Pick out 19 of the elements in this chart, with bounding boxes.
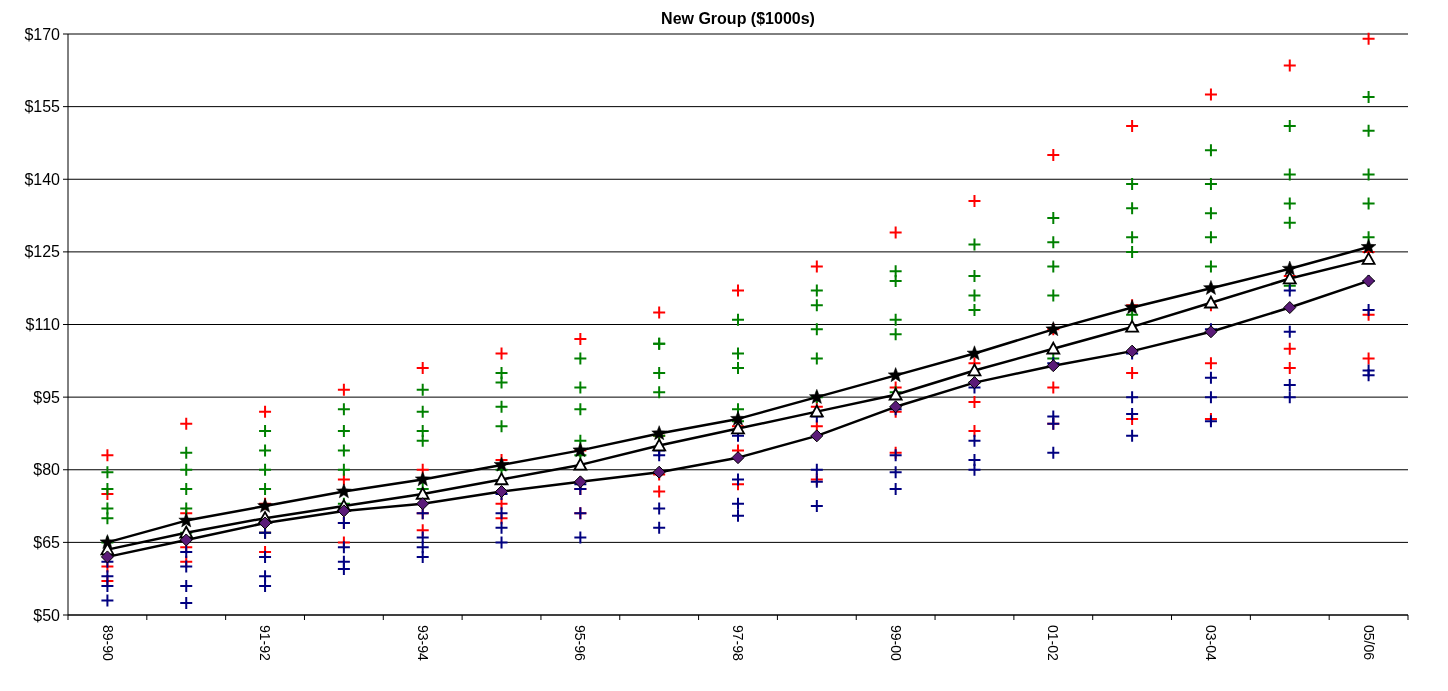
y-tick-label: $80 <box>33 461 61 479</box>
x-tick-label: 95-96 <box>572 625 589 662</box>
x-tick-label: 05/06 <box>1360 625 1377 661</box>
x-tick-label: 97-98 <box>730 625 747 662</box>
y-tick-label: $50 <box>33 606 61 624</box>
x-tick-label: 93-94 <box>414 625 431 662</box>
x-tick-label: 01-02 <box>1045 625 1062 662</box>
x-tick-label: 89-90 <box>99 625 116 662</box>
x-tick-label: 03-04 <box>1203 625 1220 662</box>
y-tick-label: $170 <box>24 25 61 43</box>
x-tick-label: 99-00 <box>887 625 904 662</box>
chart-title: New Group ($1000s) <box>661 10 815 27</box>
y-tick-label: $65 <box>33 533 61 551</box>
y-tick-label: $95 <box>33 388 61 406</box>
y-tick-label: $125 <box>24 243 61 261</box>
y-tick-label: $140 <box>24 170 61 188</box>
y-tick-label: $110 <box>25 316 61 334</box>
x-tick-label: 91-92 <box>257 625 274 662</box>
y-tick-label: $155 <box>24 98 61 116</box>
